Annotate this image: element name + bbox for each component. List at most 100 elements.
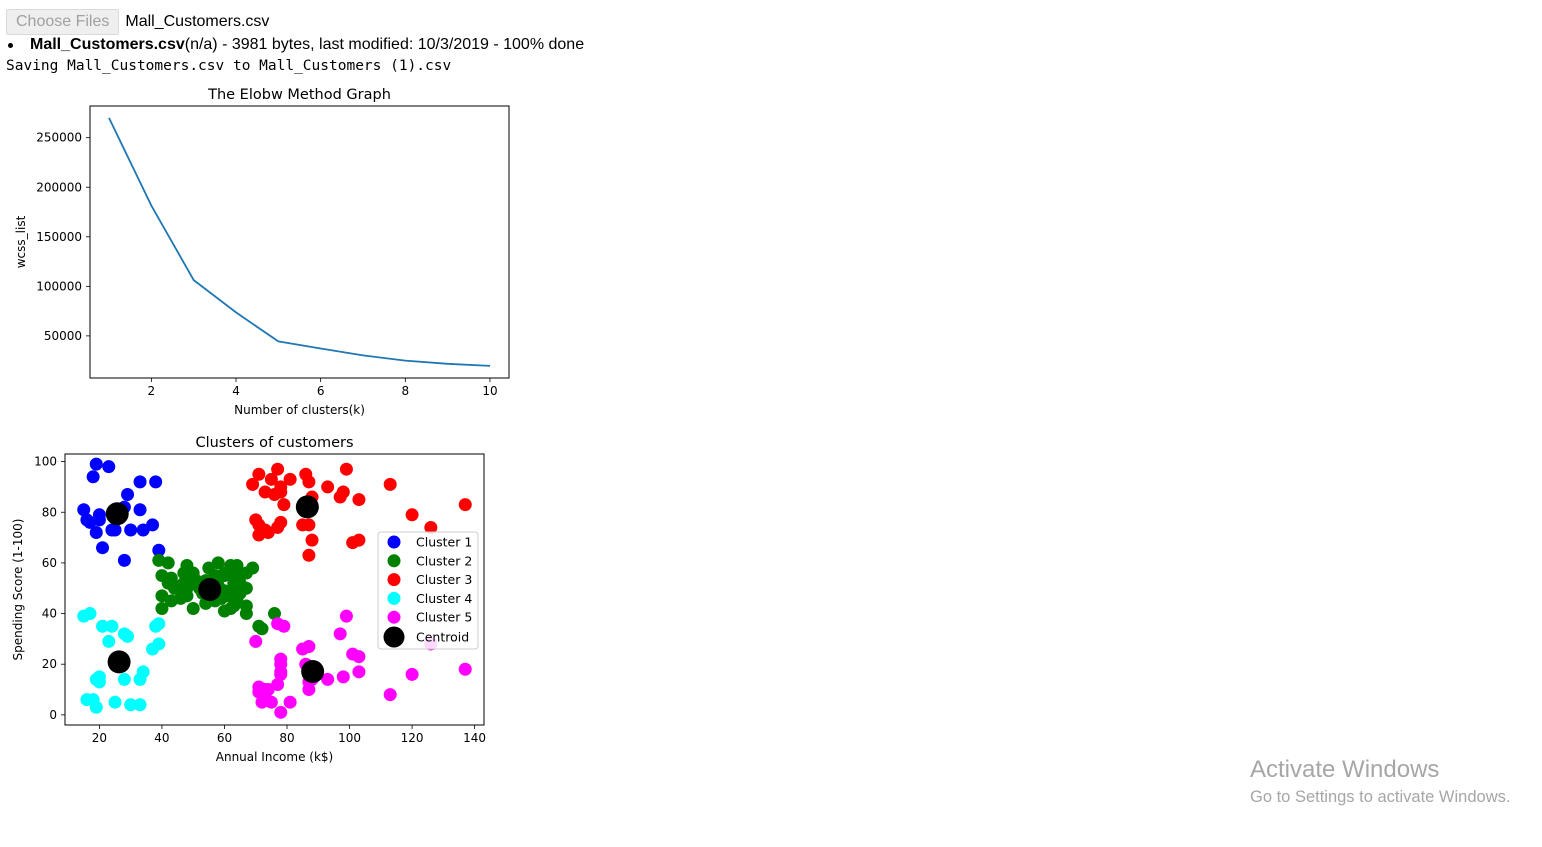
cluster-1-point bbox=[133, 503, 147, 517]
x-tick-label: 10 bbox=[482, 384, 497, 398]
cluster-5-point bbox=[352, 665, 366, 679]
cluster-3-point bbox=[305, 533, 319, 547]
cluster-1-point bbox=[121, 488, 135, 502]
cluster-3-point bbox=[302, 548, 316, 562]
x-axis-label: Number of clusters(k) bbox=[234, 403, 365, 417]
cluster-5-point bbox=[339, 609, 353, 623]
y-tick-label: 100 bbox=[34, 455, 57, 469]
cluster-3-point bbox=[405, 508, 419, 522]
x-tick-label: 6 bbox=[317, 384, 325, 398]
cluster-1-point bbox=[117, 553, 131, 567]
cluster-2-point bbox=[239, 581, 253, 595]
wcss-point bbox=[446, 363, 448, 365]
cluster-2-point bbox=[161, 556, 175, 570]
cluster-4-point bbox=[121, 629, 135, 643]
cluster-4-point bbox=[89, 700, 103, 714]
cluster-5-point bbox=[383, 688, 397, 702]
y-tick-label: 50000 bbox=[44, 329, 82, 343]
cluster-4-point bbox=[96, 619, 110, 633]
x-tick-label: 140 bbox=[463, 731, 486, 745]
wcss-point bbox=[235, 311, 237, 313]
centroid-point bbox=[105, 502, 129, 526]
cluster-5-point bbox=[283, 695, 297, 709]
cluster-5-point bbox=[336, 670, 350, 684]
cluster-5-point bbox=[274, 705, 288, 719]
y-axis-label: Spending Score (1-100) bbox=[11, 519, 25, 661]
cluster-4-point bbox=[102, 634, 116, 648]
uploaded-file-name: Mall_Customers.csv bbox=[30, 36, 185, 53]
cluster-1-point bbox=[108, 523, 122, 537]
cluster-5-point bbox=[277, 619, 291, 633]
cluster-4-point bbox=[105, 619, 119, 633]
cluster-1-point bbox=[124, 523, 138, 537]
legend-label: Cluster 4 bbox=[416, 591, 472, 606]
cluster-2-point bbox=[246, 561, 260, 575]
cluster-3-point bbox=[336, 485, 350, 499]
x-tick-label: 20 bbox=[92, 731, 107, 745]
cluster-4-point bbox=[124, 698, 138, 712]
y-tick-label: 250000 bbox=[36, 131, 82, 145]
cluster-1-point bbox=[102, 460, 116, 474]
cluster-5-point bbox=[302, 639, 316, 653]
y-tick-label: 200000 bbox=[36, 180, 82, 194]
chart-title: Clusters of customers bbox=[195, 435, 353, 451]
cluster-5-point bbox=[274, 657, 288, 671]
choose-files-button[interactable]: Choose Files bbox=[6, 9, 120, 35]
legend-label: Cluster 1 bbox=[416, 535, 472, 550]
cluster-1-point bbox=[133, 475, 147, 489]
cluster-4-point bbox=[152, 617, 166, 631]
legend-marker bbox=[387, 591, 401, 605]
cluster-3-point bbox=[339, 462, 353, 476]
cluster-1-point bbox=[149, 475, 163, 489]
cluster-4-point bbox=[152, 637, 166, 651]
activate-windows-title: Activate Windows bbox=[1250, 756, 1440, 783]
cluster-3-point bbox=[274, 515, 288, 529]
wcss-point bbox=[277, 340, 279, 342]
y-tick-label: 40 bbox=[42, 607, 57, 621]
wcss-point bbox=[192, 279, 194, 281]
legend-marker bbox=[387, 554, 401, 568]
legend-label: Cluster 3 bbox=[416, 572, 472, 587]
legend-label: Cluster 2 bbox=[416, 553, 472, 568]
cluster-3-point bbox=[264, 472, 278, 486]
cluster-3-point bbox=[302, 518, 316, 532]
saving-output-text: Saving Mall_Customers.csv to Mall_Custom… bbox=[6, 58, 452, 74]
legend-box bbox=[377, 531, 479, 650]
cluster-2-point bbox=[155, 601, 169, 615]
legend-marker bbox=[383, 626, 405, 648]
wcss-line bbox=[108, 117, 491, 367]
wcss-point bbox=[489, 365, 491, 367]
legend-marker bbox=[387, 610, 401, 624]
legend-marker bbox=[387, 573, 401, 587]
cluster-3-point bbox=[352, 493, 366, 507]
plot-frame bbox=[89, 105, 510, 379]
customer-clusters-chart: 20 40 60 80 100 120 140 0 20 40 60 80 100 Clusters of… bbox=[11, 435, 486, 764]
cluster-3-point bbox=[302, 475, 316, 489]
cluster-3-point bbox=[271, 462, 285, 476]
cluster-5-point bbox=[321, 672, 335, 686]
legend-label: Centroid bbox=[416, 630, 469, 645]
cluster-5-point bbox=[333, 627, 347, 641]
cluster-5-point bbox=[264, 695, 278, 709]
cluster-4-point bbox=[117, 672, 131, 686]
centroid-point bbox=[107, 650, 131, 674]
centroid-point bbox=[198, 578, 222, 601]
chart-title: The Elobw Method Graph bbox=[207, 87, 391, 103]
wcss-point bbox=[362, 354, 364, 356]
cluster-3-point bbox=[277, 498, 291, 512]
y-tick-label: 150000 bbox=[36, 230, 82, 244]
cluster-5-point bbox=[271, 677, 285, 691]
uploaded-file-detail: (n/a) - 3981 bytes, last modified: 10/3/… bbox=[184, 36, 585, 53]
y-tick-label: 60 bbox=[42, 556, 57, 570]
cluster-3-point bbox=[283, 472, 297, 486]
cluster-2-point bbox=[268, 607, 281, 621]
cluster-2-point bbox=[239, 599, 253, 613]
y-tick-label: 100000 bbox=[36, 279, 82, 293]
cluster-1-point bbox=[146, 518, 160, 532]
cluster-2-point bbox=[255, 622, 269, 636]
cluster-5-point bbox=[249, 634, 263, 648]
x-tick-label: 40 bbox=[154, 731, 169, 745]
x-tick-label: 2 bbox=[148, 384, 156, 398]
file-upload-row: Choose Files Mall_Customers.csv bbox=[6, 9, 269, 35]
cluster-1-point bbox=[89, 526, 103, 540]
